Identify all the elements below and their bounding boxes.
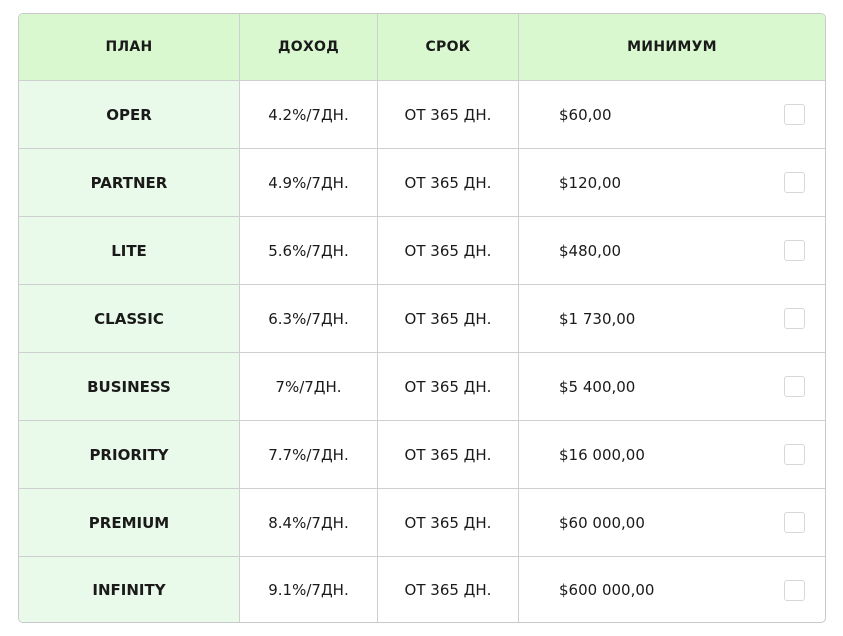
minimum-value: $5 400,00	[559, 377, 636, 396]
minimum-value: $600 000,00	[559, 581, 655, 599]
minimum-value: $120,00	[559, 173, 622, 192]
term-cell: ОТ 365 ДН.	[378, 81, 519, 148]
minimum-value: $1 730,00	[559, 309, 636, 328]
term-value: ОТ 365 ДН.	[404, 173, 492, 192]
table-row[interactable]: INFINITY 9.1%/7ДН. ОТ 365 ДН. $600 000,0…	[19, 557, 825, 622]
table-row[interactable]: OPER 4.2%/7ДН. ОТ 365 ДН. $60,00	[19, 81, 825, 149]
term-cell: ОТ 365 ДН.	[378, 353, 519, 420]
plan-cell: INFINITY	[19, 557, 240, 622]
plans-table: ПЛАН ДОХОД СРОК МИНИМУМ OPER 4.2%/7ДН. О…	[18, 13, 826, 623]
plan-checkbox[interactable]	[784, 512, 805, 533]
plan-name: OPER	[106, 105, 152, 124]
plan-name: LITE	[111, 241, 147, 260]
minimum-cell: $60 000,00	[519, 489, 825, 556]
income-cell: 5.6%/7ДН.	[240, 217, 378, 284]
income-cell: 7.7%/7ДН.	[240, 421, 378, 488]
plan-name: BUSINESS	[87, 377, 171, 396]
header-term-cell: СРОК	[378, 14, 519, 80]
income-cell: 7%/7ДН.	[240, 353, 378, 420]
plan-name: PREMIUM	[88, 513, 170, 532]
plan-checkbox[interactable]	[784, 579, 805, 601]
term-cell: ОТ 365 ДН.	[378, 285, 519, 352]
header-plan-label: ПЛАН	[105, 39, 153, 55]
income-cell: 4.9%/7ДН.	[240, 149, 378, 216]
income-cell: 4.2%/7ДН.	[240, 81, 378, 148]
minimum-value: $60,00	[559, 105, 612, 124]
plan-cell: CLASSIC	[19, 285, 240, 352]
plan-name: CLASSIC	[94, 309, 164, 328]
minimum-cell: $1 730,00	[519, 285, 825, 352]
plan-cell: PRIORITY	[19, 421, 240, 488]
income-value: 7.7%/7ДН.	[268, 445, 349, 464]
header-income-label: ДОХОД	[277, 39, 340, 55]
table-row[interactable]: PREMIUM 8.4%/7ДН. ОТ 365 ДН. $60 000,00	[19, 489, 825, 557]
income-cell: 8.4%/7ДН.	[240, 489, 378, 556]
plan-cell: LITE	[19, 217, 240, 284]
table-row[interactable]: LITE 5.6%/7ДН. ОТ 365 ДН. $480,00	[19, 217, 825, 285]
header-minimum-cell: МИНИМУМ	[519, 14, 825, 80]
income-value: 7%/7ДН.	[275, 377, 342, 396]
plan-checkbox[interactable]	[784, 104, 805, 125]
term-value: ОТ 365 ДН.	[404, 445, 492, 464]
header-income-cell: ДОХОД	[240, 14, 378, 80]
income-value: 5.6%/7ДН.	[268, 241, 349, 260]
term-cell: ОТ 365 ДН.	[378, 217, 519, 284]
plan-checkbox[interactable]	[784, 308, 805, 329]
plan-cell: PARTNER	[19, 149, 240, 216]
minimum-cell: $16 000,00	[519, 421, 825, 488]
income-value: 4.2%/7ДН.	[268, 105, 349, 124]
header-term-label: СРОК	[425, 39, 471, 55]
plan-checkbox[interactable]	[784, 172, 805, 193]
minimum-cell: $5 400,00	[519, 353, 825, 420]
plan-name: PRIORITY	[89, 445, 169, 464]
minimum-cell: $600 000,00	[519, 557, 825, 622]
minimum-cell: $480,00	[519, 217, 825, 284]
table-row[interactable]: PARTNER 4.9%/7ДН. ОТ 365 ДН. $120,00	[19, 149, 825, 217]
header-minimum-label: МИНИМУМ	[627, 39, 717, 55]
minimum-value: $480,00	[559, 241, 622, 260]
term-value: ОТ 365 ДН.	[404, 105, 492, 124]
plan-checkbox[interactable]	[784, 240, 805, 261]
minimum-value: $60 000,00	[559, 513, 645, 532]
plan-checkbox[interactable]	[784, 376, 805, 397]
income-cell: 9.1%/7ДН.	[240, 557, 378, 622]
header-plan-cell: ПЛАН	[19, 14, 240, 80]
term-value: ОТ 365 ДН.	[404, 309, 492, 328]
table-row[interactable]: PRIORITY 7.7%/7ДН. ОТ 365 ДН. $16 000,00	[19, 421, 825, 489]
income-value: 4.9%/7ДН.	[268, 173, 349, 192]
income-value: 8.4%/7ДН.	[268, 513, 349, 532]
minimum-cell: $120,00	[519, 149, 825, 216]
plan-cell: OPER	[19, 81, 240, 148]
table-row[interactable]: CLASSIC 6.3%/7ДН. ОТ 365 ДН. $1 730,00	[19, 285, 825, 353]
table-row[interactable]: BUSINESS 7%/7ДН. ОТ 365 ДН. $5 400,00	[19, 353, 825, 421]
plan-cell: BUSINESS	[19, 353, 240, 420]
minimum-value: $16 000,00	[559, 445, 645, 464]
term-value: ОТ 365 ДН.	[404, 513, 492, 532]
plan-name: INFINITY	[92, 581, 166, 599]
table-header-row: ПЛАН ДОХОД СРОК МИНИМУМ	[19, 14, 825, 81]
term-cell: ОТ 365 ДН.	[378, 557, 519, 622]
term-cell: ОТ 365 ДН.	[378, 149, 519, 216]
plan-name: PARTNER	[90, 173, 168, 192]
minimum-cell: $60,00	[519, 81, 825, 148]
term-value: ОТ 365 ДН.	[404, 581, 492, 599]
term-value: ОТ 365 ДН.	[404, 241, 492, 260]
term-cell: ОТ 365 ДН.	[378, 489, 519, 556]
term-cell: ОТ 365 ДН.	[378, 421, 519, 488]
income-cell: 6.3%/7ДН.	[240, 285, 378, 352]
plan-checkbox[interactable]	[784, 444, 805, 465]
income-value: 9.1%/7ДН.	[268, 581, 349, 599]
income-value: 6.3%/7ДН.	[268, 309, 349, 328]
plan-cell: PREMIUM	[19, 489, 240, 556]
term-value: ОТ 365 ДН.	[404, 377, 492, 396]
